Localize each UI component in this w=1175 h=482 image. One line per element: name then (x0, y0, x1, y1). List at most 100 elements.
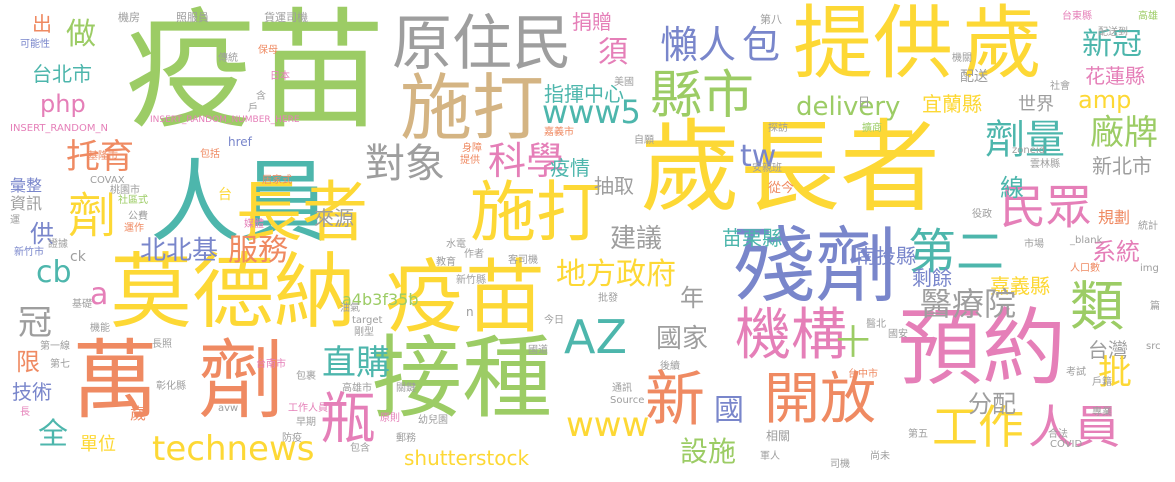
word-cloud-term: 科學 (488, 139, 565, 183)
word-cloud-term: 統計 (1138, 221, 1158, 232)
word-cloud-term: 長 (20, 407, 30, 418)
word-cloud-term: 抽取 (594, 174, 634, 198)
word-cloud-term: 考試 (1066, 367, 1086, 378)
word-cloud-term: 高雄 (1138, 11, 1158, 22)
word-cloud-term: 縣市 (650, 66, 755, 126)
word-cloud-term: 開放 (764, 367, 876, 432)
word-cloud-term: 關鍵 (396, 383, 416, 394)
word-cloud-term: 防疫 (282, 433, 302, 444)
word-cloud-term: 傳統 (218, 53, 238, 64)
word-cloud-term: www5 (542, 93, 641, 131)
word-cloud-term: 第一線 (40, 341, 70, 352)
word-cloud-term: 供 (30, 220, 54, 248)
word-cloud-term: 北北基 (140, 236, 219, 266)
word-cloud-term: 第七 (50, 359, 70, 370)
word-cloud-term: 教育 (436, 257, 456, 268)
word-cloud-term: 國家 (656, 324, 709, 354)
word-cloud-term: 人口數 (1070, 263, 1100, 274)
word-cloud-term: 機關 (952, 53, 972, 64)
word-cloud-term: 服務 (228, 233, 288, 268)
word-cloud-term: 社會 (1050, 81, 1070, 92)
word-cloud-term: 包含 (350, 443, 370, 454)
word-cloud-term: 客司機 (508, 255, 538, 266)
word-cloud-term: 機構 (735, 303, 847, 368)
word-cloud-term: 日 (858, 95, 871, 109)
word-cloud-term: 郵務 (396, 433, 416, 444)
word-cloud-term: 台東縣 (1062, 11, 1092, 22)
word-cloud-term: 十 (836, 323, 870, 363)
word-cloud-term: 指揮中心 (544, 82, 624, 106)
word-cloud-term: 媒體 (244, 219, 264, 230)
word-cloud-term: 提供 (793, 0, 953, 90)
word-cloud-term: AZ (564, 310, 627, 364)
word-cloud-term: 合法 (1048, 429, 1068, 440)
word-cloud-term: 剩餘 (912, 266, 952, 290)
word-cloud-term: 預約 (898, 299, 1067, 397)
word-cloud-term: 第五 (908, 429, 928, 440)
word-cloud-term: href (228, 135, 252, 149)
word-cloud-term: 南投縣 (856, 244, 916, 268)
word-cloud-term: 殘劑 (733, 219, 898, 314)
word-cloud-term: 美國 (614, 77, 634, 88)
word-cloud-term: 全 (38, 417, 68, 452)
word-cloud-term: 原住民 (392, 9, 572, 79)
word-cloud-term: INSERT_RANDOM_N (10, 123, 108, 134)
word-cloud-term: 雲林縣 (1030, 159, 1060, 170)
word-cloud-term: www (566, 405, 650, 445)
word-cloud-term: 接種 (372, 326, 552, 431)
word-cloud-term: 瓶 (320, 387, 376, 452)
word-cloud-term: 批 (1098, 353, 1132, 393)
word-cloud-term: amp (1078, 86, 1132, 114)
word-cloud-term: 疫情 (550, 156, 590, 180)
word-cloud-term: 工作人員 (288, 403, 328, 414)
word-cloud-term: 新 (645, 365, 705, 435)
word-cloud-term: 居家式 (262, 175, 292, 186)
word-cloud-term: ck (70, 249, 86, 265)
word-cloud-term: 人員 (1028, 400, 1120, 454)
word-cloud-term: 彙整 (10, 176, 43, 195)
word-cloud-term: 貨運司機 (264, 11, 308, 24)
word-cloud-term: zoneid (1012, 145, 1045, 156)
word-cloud-term: 役政 (972, 209, 992, 220)
word-cloud-term: 歲 (130, 404, 147, 423)
word-cloud-term: 系統 (1092, 238, 1140, 266)
word-cloud-term: Source (610, 395, 645, 406)
word-cloud-term: 戶 (248, 103, 258, 114)
word-cloud-term: img (1140, 263, 1159, 274)
word-cloud-term: 包 (742, 23, 781, 67)
word-cloud-term: 建議 (610, 224, 663, 254)
word-cloud-term: 規劃 (1098, 208, 1131, 227)
word-cloud-term: cb (36, 255, 72, 290)
word-cloud-term: 地方政府 (556, 257, 676, 292)
word-cloud-term: 日本 (270, 71, 290, 82)
word-cloud-term: a4b3f35b (342, 290, 419, 309)
word-cloud-term: 作者 (464, 249, 484, 260)
word-cloud-term: 保母 (258, 45, 278, 56)
word-cloud-term: 國安 (888, 329, 908, 340)
word-cloud-term: 市場 (1024, 239, 1044, 250)
word-cloud-term: 探訪 (768, 123, 788, 134)
word-cloud-term: 證據 (48, 239, 68, 250)
word-cloud-term: 配送 (960, 69, 988, 85)
word-cloud-term: 安親班 (752, 163, 782, 174)
word-cloud-term: 包括 (200, 149, 220, 160)
word-cloud-term: 運 (10, 215, 20, 226)
word-cloud-term: 運作 (124, 223, 144, 234)
word-cloud-term: 台灣 (1088, 338, 1128, 362)
word-cloud-term: 軍人 (760, 451, 780, 462)
word-cloud-term: 施打 (470, 174, 602, 251)
word-cloud-term: 歲長者 (640, 109, 940, 226)
word-cloud-term: 世界 (1018, 94, 1054, 115)
word-cloud-term: 擴商 (862, 123, 882, 134)
word-cloud-term: COVAX (90, 175, 125, 186)
word-cloud-term: technews (152, 429, 315, 469)
word-cloud-term: 設施 (680, 435, 737, 468)
word-cloud-term: 嘉義市 (544, 127, 574, 138)
word-cloud-term: 基隆市 (88, 151, 118, 162)
word-cloud-term: 捐贈 (572, 10, 612, 34)
word-cloud-term: 來源 (314, 206, 354, 230)
word-cloud-term: 類 (1070, 275, 1124, 338)
word-cloud-term: 宜蘭縣 (922, 92, 982, 116)
word-cloud-term: 通訊 (612, 383, 632, 394)
